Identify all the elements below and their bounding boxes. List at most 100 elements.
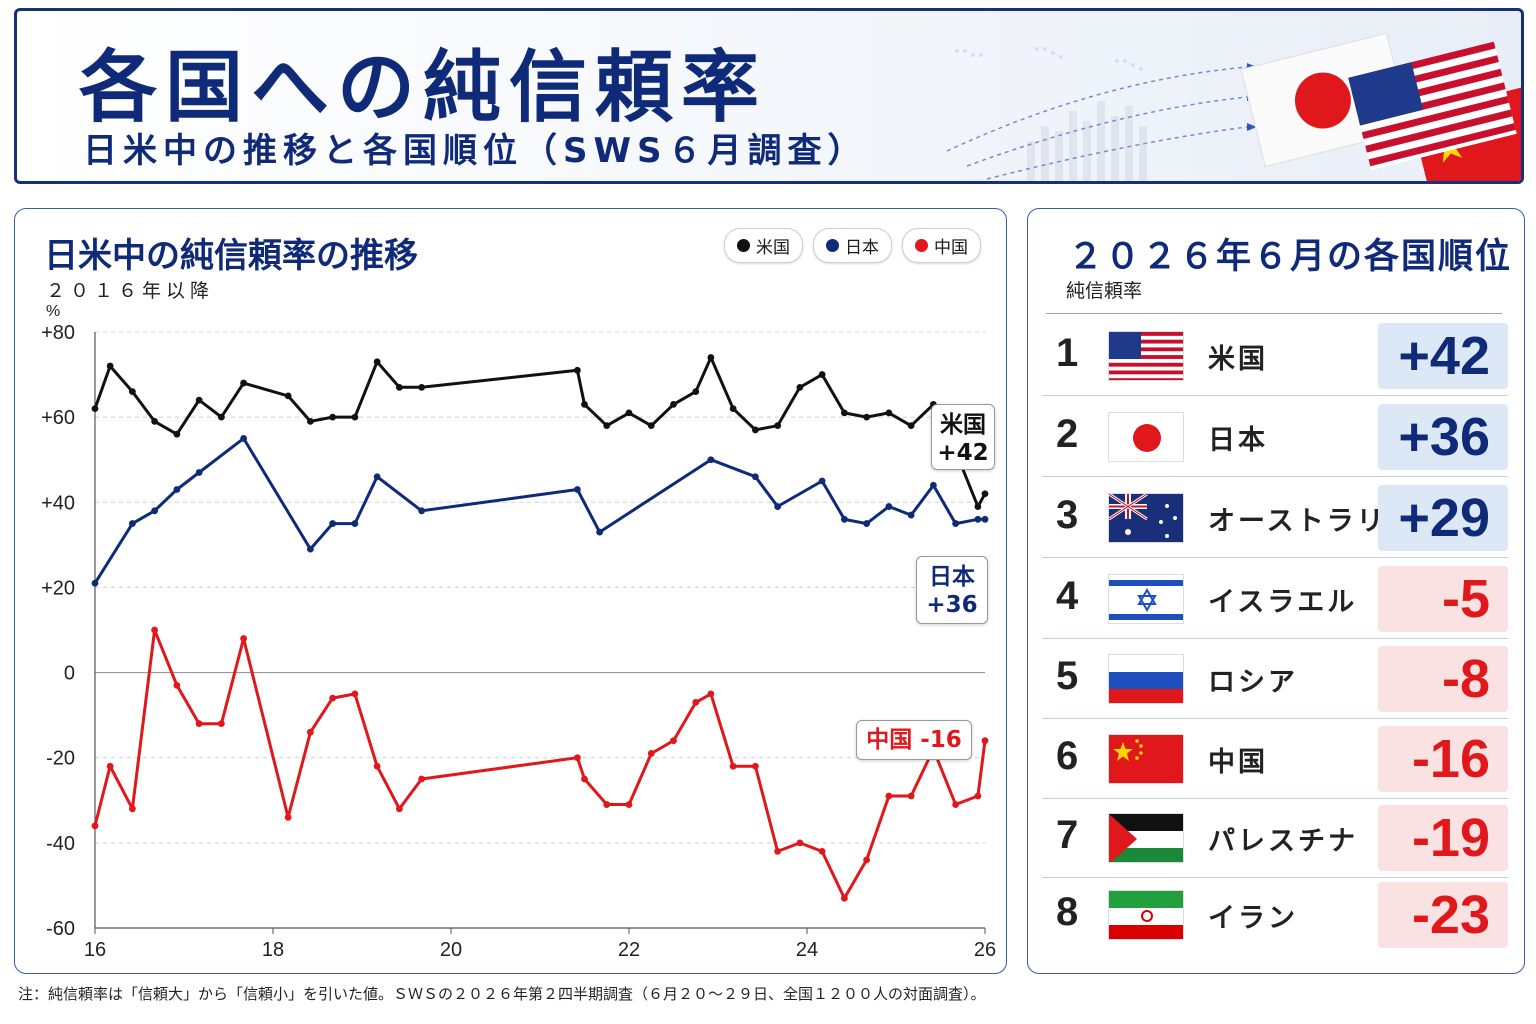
data-point-china [603,801,611,808]
data-point-us [840,409,848,417]
data-point-japan [195,469,203,476]
data-point-china [373,762,381,770]
series-line-japan [93,436,985,584]
legend-dot-us [737,239,750,252]
data-point-japan [240,435,248,442]
data-point-us [647,422,655,430]
data-point-us [818,371,826,378]
ranking-row: 1 米国 +42 [1042,315,1508,396]
callout-japan-value: +36 [926,592,978,618]
country-name: 日本 [1208,425,1268,456]
data-point-china [952,801,960,808]
data-point-japan [173,486,181,493]
x-tick-label: 24 [796,939,818,961]
y-tick-label: +40 [41,492,75,514]
y-tick-label: 0 [64,663,75,685]
data-point-china [625,801,633,808]
data-point-us [173,430,181,438]
trend-chart-panel [14,208,1007,974]
y-tick-label: -60 [46,918,75,940]
country-name: 中国 [1208,747,1268,778]
rank-number: 7 [1056,813,1079,857]
data-point-us [240,379,248,387]
net-trust-value: -23 [1378,882,1508,948]
data-point-china [173,681,181,689]
data-point-us [670,400,677,408]
data-point-us [796,383,804,391]
data-point-china [217,720,225,728]
ranking-row: 4 イスラエル -5 [1042,558,1508,639]
data-point-japan [863,520,871,527]
data-point-china [329,694,337,702]
data-point-us [217,413,225,421]
data-point-us [863,413,871,421]
data-point-us [729,405,737,413]
china-flag-icon [1108,734,1184,784]
data-point-china [240,635,248,642]
data-point-china [729,762,737,770]
y-tick-label: +60 [41,407,75,429]
us-flag-icon [1108,331,1184,381]
data-point-japan [952,520,960,527]
data-point-us [351,413,359,421]
x-tick-label: 16 [84,939,106,961]
data-point-us [91,405,99,413]
country-name: 米国 [1208,344,1268,375]
data-point-china [647,750,655,757]
data-point-japan [707,456,715,464]
country-name: パレスチナ [1208,826,1358,857]
net-trust-value: -16 [1378,726,1508,792]
data-point-china [351,690,359,698]
data-point-us [581,400,588,408]
data-point-china [306,728,314,736]
data-point-china [796,839,804,847]
ranking-row: 3 オーストラリア +29 [1042,477,1508,558]
data-point-us [284,392,292,400]
data-point-china [885,792,893,800]
data-point-us [373,358,381,366]
y-tick-label: +20 [41,577,75,599]
data-point-us [128,388,136,395]
data-point-japan [151,507,159,515]
data-point-japan [596,528,604,536]
data-point-japan [929,481,937,489]
legend-dot-china [915,239,928,252]
data-point-us [774,422,782,430]
y-tick-label: +80 [41,322,75,344]
data-point-china [418,775,426,783]
data-point-china [907,792,915,800]
data-point-japan [774,503,782,510]
line-chart: % +80 +60 +40 +20 0 -20 -40 -60 16 18 20 22 24 26 [41,303,996,961]
data-point-japan [351,520,359,527]
rank-number: 8 [1056,890,1079,934]
page-title: 各国への純信頼率 [79,43,768,133]
callout-us-value: +42 [937,440,989,466]
data-point-us [329,413,337,421]
callout-japan: 日本 +36 [916,556,988,624]
flags-illustration [1240,32,1521,181]
russia-flag-icon [1108,654,1184,704]
data-point-us [692,388,700,395]
data-point-china [581,775,588,783]
rank-number: 2 [1056,412,1079,456]
y-tick-label: -20 [46,748,75,770]
data-point-us [306,418,314,425]
series-line-china [93,628,987,900]
data-point-us [395,383,403,391]
country-name: イスラエル [1208,587,1358,618]
data-point-china [981,737,989,745]
rank-number: 6 [1056,734,1079,778]
x-tick-label: 22 [618,939,640,961]
chart-subtitle: ２０１６年以降 [46,280,215,302]
legend-dot-japan [826,239,839,252]
data-point-china [284,813,292,821]
data-point-japan [974,515,982,523]
page-subtitle: 日米中の推移と各国順位（SWS６月調査） [83,131,868,171]
data-point-us [981,490,989,498]
israel-flag-icon [1108,574,1184,624]
data-point-china [818,847,826,855]
ranking-row: 6 中国 -16 [1042,718,1508,799]
rank-number: 5 [1056,654,1079,698]
data-point-china [128,805,136,813]
data-point-us [418,383,426,391]
